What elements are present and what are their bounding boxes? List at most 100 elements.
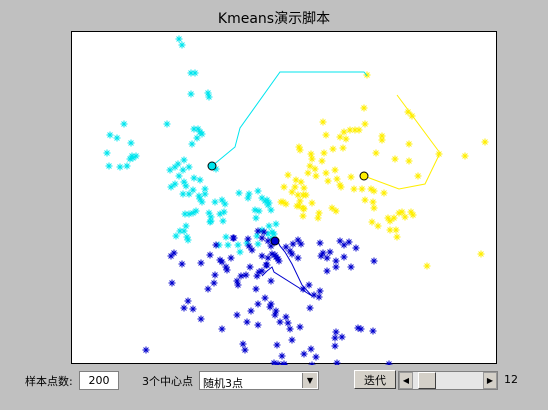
- data-point: [320, 149, 328, 157]
- data-point: [282, 313, 290, 321]
- data-point: [273, 341, 281, 349]
- data-point: [185, 190, 193, 198]
- data-point: [247, 307, 255, 315]
- iterate-button[interactable]: 迭代: [354, 370, 396, 389]
- data-point: [322, 131, 330, 139]
- data-point: [275, 257, 283, 265]
- data-point: [237, 272, 245, 280]
- data-point: [405, 140, 413, 148]
- data-point: [132, 152, 140, 160]
- data-point: [105, 162, 113, 170]
- data-point: [374, 222, 382, 230]
- slider-left-arrow-icon[interactable]: ◀: [399, 372, 413, 389]
- data-point: [229, 234, 237, 242]
- data-point: [187, 90, 195, 98]
- data-point: [296, 323, 304, 331]
- data-point: [116, 163, 124, 171]
- data-point: [227, 254, 235, 262]
- data-point: [222, 263, 230, 271]
- data-point: [176, 227, 184, 235]
- data-point: [181, 210, 189, 218]
- data-point: [242, 271, 250, 279]
- data-point: [278, 352, 286, 360]
- data-point: [253, 272, 261, 280]
- data-point: [369, 327, 377, 335]
- sample-count-input[interactable]: 200: [79, 371, 119, 390]
- data-point: [254, 240, 262, 248]
- data-point: [307, 150, 315, 158]
- data-point: [368, 218, 376, 226]
- chevron-down-icon: ▼: [302, 373, 317, 388]
- data-point: [236, 248, 244, 256]
- center-trail: [211, 71, 368, 167]
- data-point: [414, 172, 422, 180]
- data-point: [123, 162, 131, 170]
- data-point: [167, 252, 175, 260]
- data-point: [254, 227, 262, 235]
- data-point: [216, 210, 224, 218]
- iteration-slider[interactable]: ◀ ▶: [398, 371, 498, 390]
- data-point: [316, 239, 324, 247]
- data-point: [308, 361, 316, 365]
- data-point: [206, 251, 214, 259]
- data-point: [319, 249, 327, 257]
- data-point: [332, 328, 340, 336]
- data-point: [370, 257, 378, 265]
- data-point: [120, 120, 128, 128]
- data-point: [168, 279, 176, 287]
- data-point: [288, 188, 296, 196]
- data-point: [328, 204, 336, 212]
- data-point: [347, 263, 355, 271]
- data-point: [347, 173, 355, 181]
- data-point: [234, 241, 242, 249]
- data-point: [477, 250, 485, 258]
- data-point: [244, 235, 252, 243]
- data-point: [252, 214, 260, 222]
- data-point: [286, 247, 294, 255]
- data-point: [267, 206, 275, 214]
- data-point: [306, 162, 314, 170]
- data-point: [284, 319, 292, 327]
- data-point: [178, 260, 186, 268]
- data-point: [264, 254, 272, 262]
- data-point: [198, 130, 206, 138]
- data-point: [307, 345, 315, 353]
- data-point: [296, 146, 304, 154]
- data-point: [299, 212, 307, 220]
- data-point: [339, 144, 347, 152]
- data-point: [333, 359, 341, 365]
- init-method-select[interactable]: 随机3点 ▼: [199, 371, 319, 390]
- data-point: [243, 318, 251, 326]
- data-point: [318, 157, 326, 165]
- data-point: [185, 163, 193, 171]
- data-point: [312, 172, 320, 180]
- data-point: [323, 267, 331, 275]
- data-point: [361, 120, 369, 128]
- data-point: [315, 209, 323, 217]
- sample-count-label: 样本点数:: [25, 375, 73, 388]
- data-point: [372, 149, 380, 157]
- data-point: [311, 165, 319, 173]
- data-point: [342, 135, 350, 143]
- data-point: [385, 360, 393, 365]
- data-point: [264, 237, 272, 245]
- data-point: [222, 233, 230, 241]
- data-point: [323, 254, 331, 262]
- data-point: [293, 202, 301, 210]
- data-point: [184, 236, 192, 244]
- data-point: [329, 145, 337, 153]
- center-trail: [363, 94, 441, 190]
- slider-thumb[interactable]: [418, 372, 437, 389]
- data-point: [291, 183, 299, 191]
- data-point: [211, 198, 219, 206]
- data-point: [234, 281, 242, 289]
- data-point: [292, 176, 300, 184]
- cluster-center: [270, 236, 280, 246]
- data-point: [354, 324, 362, 332]
- slider-right-arrow-icon[interactable]: ▶: [483, 372, 497, 389]
- data-point: [300, 205, 308, 213]
- data-point: [207, 213, 215, 221]
- data-point: [265, 222, 273, 230]
- data-point: [166, 166, 174, 174]
- data-point: [340, 128, 348, 136]
